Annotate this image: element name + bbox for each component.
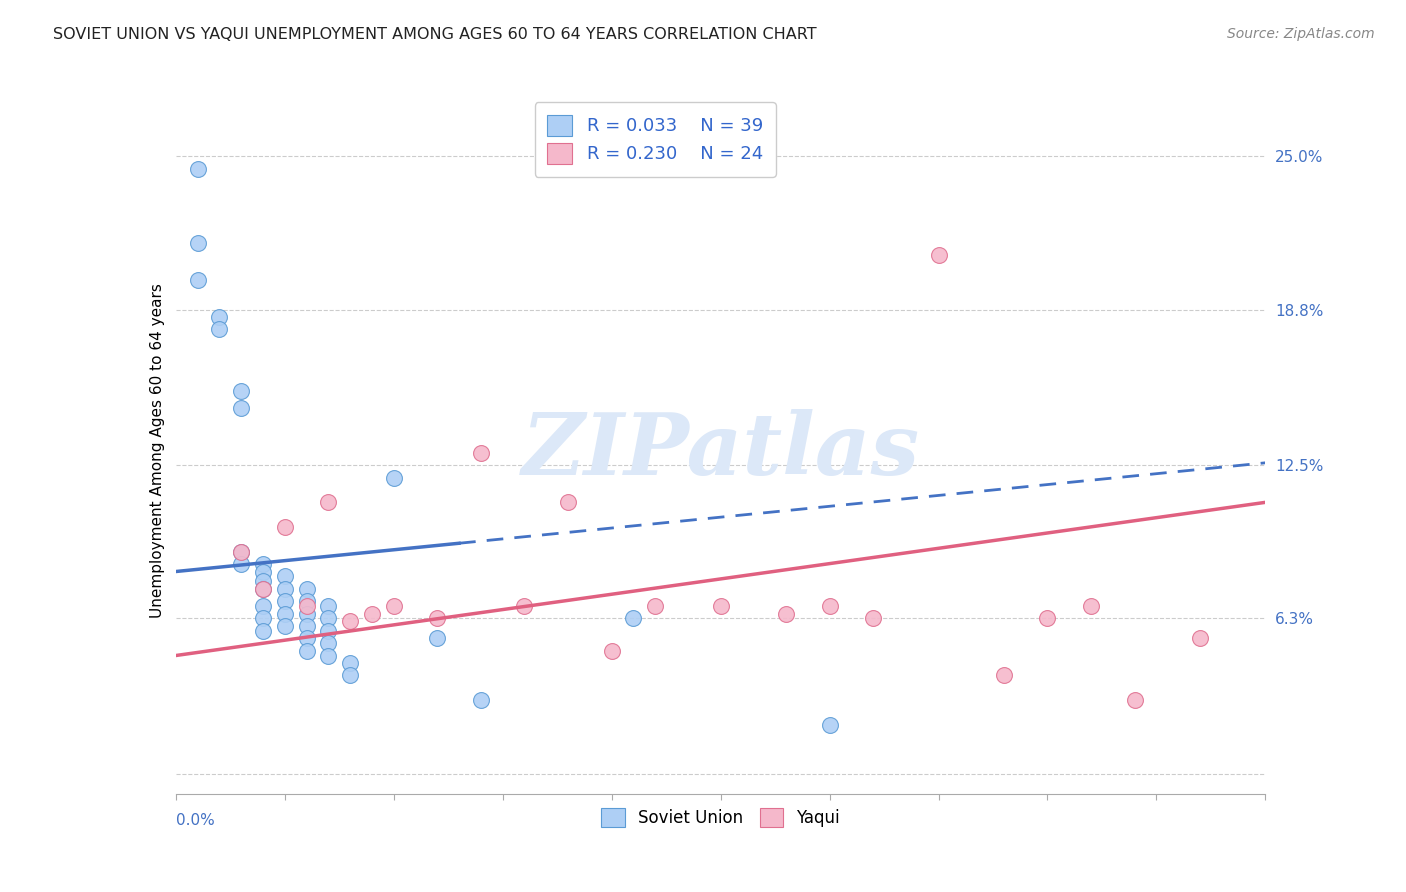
Point <box>274 607 297 621</box>
Point <box>295 599 318 613</box>
Point <box>186 273 209 287</box>
Point <box>295 632 318 646</box>
Point <box>274 520 297 534</box>
Point <box>621 611 644 625</box>
Point <box>557 495 579 509</box>
Point <box>1123 693 1146 707</box>
Point <box>318 611 340 625</box>
Text: 0.0%: 0.0% <box>176 814 215 828</box>
Point <box>252 611 274 625</box>
Point <box>252 565 274 579</box>
Point <box>274 582 297 596</box>
Point <box>318 624 340 638</box>
Point <box>339 656 361 670</box>
Point <box>710 599 733 613</box>
Point <box>318 648 340 663</box>
Text: Source: ZipAtlas.com: Source: ZipAtlas.com <box>1227 27 1375 41</box>
Point <box>295 594 318 608</box>
Point <box>208 322 231 336</box>
Point <box>318 599 340 613</box>
Point <box>993 668 1015 682</box>
Point <box>274 619 297 633</box>
Point <box>339 668 361 682</box>
Point <box>426 611 449 625</box>
Point <box>600 643 623 657</box>
Point <box>1080 599 1102 613</box>
Point <box>252 582 274 596</box>
Point <box>318 495 340 509</box>
Y-axis label: Unemployment Among Ages 60 to 64 years: Unemployment Among Ages 60 to 64 years <box>149 283 165 618</box>
Point <box>818 717 841 731</box>
Point <box>295 607 318 621</box>
Point <box>231 545 253 559</box>
Point <box>382 470 405 484</box>
Point <box>775 607 797 621</box>
Point <box>252 599 274 613</box>
Point <box>318 636 340 650</box>
Point <box>862 611 884 625</box>
Point <box>231 384 253 399</box>
Point <box>470 693 492 707</box>
Point <box>382 599 405 613</box>
Point <box>644 599 666 613</box>
Point <box>1036 611 1059 625</box>
Text: SOVIET UNION VS YAQUI UNEMPLOYMENT AMONG AGES 60 TO 64 YEARS CORRELATION CHART: SOVIET UNION VS YAQUI UNEMPLOYMENT AMONG… <box>53 27 817 42</box>
Point <box>208 310 231 324</box>
Point <box>231 557 253 571</box>
Legend: Soviet Union, Yaqui: Soviet Union, Yaqui <box>595 801 846 834</box>
Point <box>818 599 841 613</box>
Point <box>252 557 274 571</box>
Point <box>186 235 209 250</box>
Point <box>1189 632 1212 646</box>
Point <box>274 569 297 583</box>
Point <box>231 545 253 559</box>
Point <box>295 619 318 633</box>
Point <box>252 574 274 589</box>
Point <box>470 446 492 460</box>
Point <box>513 599 536 613</box>
Text: ZIPatlas: ZIPatlas <box>522 409 920 492</box>
Point <box>339 614 361 628</box>
Point <box>928 248 950 262</box>
Point <box>231 401 253 416</box>
Point <box>252 624 274 638</box>
Point <box>252 582 274 596</box>
Point <box>426 632 449 646</box>
Point <box>295 582 318 596</box>
Point <box>186 161 209 176</box>
Point <box>295 643 318 657</box>
Point <box>274 594 297 608</box>
Point <box>360 607 382 621</box>
